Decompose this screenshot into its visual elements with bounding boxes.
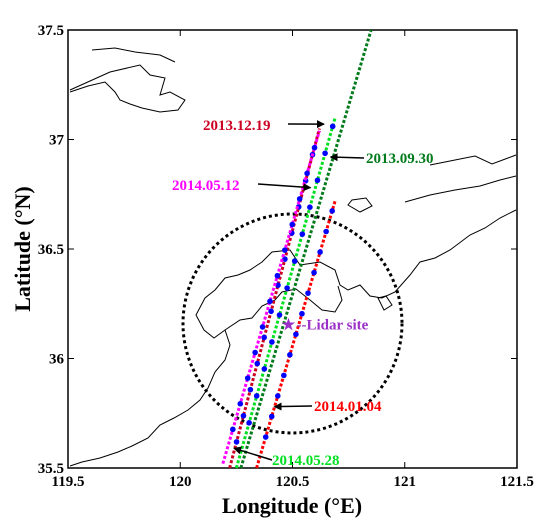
y-tick-labels: 35.5 36 36.5 37 37.5 xyxy=(38,23,65,477)
axis-ticks xyxy=(67,29,518,469)
annotation-arrow xyxy=(329,153,365,162)
track-point xyxy=(247,386,254,393)
y-tick-label: 37.5 xyxy=(38,23,64,39)
annotation-2014-05-12: 2014.05.12 xyxy=(172,178,240,194)
track-point xyxy=(276,312,283,318)
track-point xyxy=(240,412,247,419)
track-point xyxy=(323,228,329,235)
lidar-site-label: --Lidar site xyxy=(297,317,369,333)
y-axis-label: Latitude (°N) xyxy=(10,186,35,312)
track-point xyxy=(252,349,258,356)
track-point xyxy=(311,269,317,276)
annotation-2014-01-04: 2014.01.04 xyxy=(314,399,382,415)
track-point xyxy=(269,339,275,345)
track-point xyxy=(244,375,251,381)
track-point xyxy=(254,360,261,367)
track-point xyxy=(289,221,296,228)
x-tick-label: 119.5 xyxy=(52,474,85,490)
track-point xyxy=(314,177,321,184)
track-point xyxy=(299,231,306,237)
track-line xyxy=(234,117,337,469)
track-point xyxy=(311,144,318,151)
track-point xyxy=(253,393,260,399)
track-line xyxy=(221,130,321,465)
annotation-2013-12-19: 2013.12.19 xyxy=(203,118,271,134)
track-point xyxy=(268,413,275,420)
track-point xyxy=(262,434,269,440)
track-point xyxy=(282,256,288,262)
track-point xyxy=(307,204,313,210)
track-point xyxy=(317,249,323,255)
track-point xyxy=(281,372,287,379)
y-tick-label: 36.5 xyxy=(38,242,64,258)
track-point xyxy=(246,420,252,426)
track-point xyxy=(284,285,290,291)
track-point xyxy=(267,298,273,305)
annotation-2013-09-30: 2013.09.30 xyxy=(366,151,434,167)
track-point xyxy=(304,170,310,177)
track-point xyxy=(282,247,288,253)
annotation-arrow xyxy=(273,402,313,411)
track-point xyxy=(287,352,293,358)
x-axis-label: Longitude (°E) xyxy=(222,493,362,518)
track-point xyxy=(299,310,305,317)
lidar-site-marker: ★ --Lidar site xyxy=(282,317,369,333)
track-point xyxy=(296,196,303,202)
annotation-arrows xyxy=(233,120,365,461)
track-point xyxy=(261,366,268,372)
x-tick-labels: 119.5 120 120.5 121 121.5 xyxy=(52,474,534,490)
track-point xyxy=(230,426,236,433)
track-point xyxy=(293,331,299,338)
lidar-star-icon: ★ xyxy=(282,317,296,333)
track-point xyxy=(233,439,240,445)
track-point xyxy=(329,208,335,214)
track-point xyxy=(291,258,298,264)
annotation-arrow xyxy=(257,183,312,192)
track-point xyxy=(261,334,267,341)
track-point xyxy=(274,272,281,279)
y-tick-label: 36 xyxy=(49,352,65,368)
range-circle xyxy=(181,212,404,435)
plot-frame xyxy=(67,29,518,469)
track-point xyxy=(305,290,311,296)
coastline xyxy=(69,47,517,467)
x-tick-label: 121.5 xyxy=(500,474,534,490)
x-tick-label: 120.5 xyxy=(276,474,310,490)
track-annotations: 2013.12.19 2013.09.30 2014.05.12 2014.01… xyxy=(172,118,434,469)
track-point xyxy=(268,308,274,315)
x-tick-label: 120 xyxy=(169,474,192,490)
y-tick-label: 37 xyxy=(49,133,65,149)
track-point xyxy=(237,400,244,407)
annotation-2014-05-28: 2014.05.28 xyxy=(272,453,340,469)
track-point xyxy=(329,123,336,130)
track-line xyxy=(239,29,373,469)
track-point xyxy=(274,393,281,399)
x-tick-label: 121 xyxy=(394,474,417,490)
y-tick-label: 35.5 xyxy=(38,461,64,477)
annotation-arrow xyxy=(233,446,273,461)
track-point xyxy=(322,150,328,157)
track-point xyxy=(259,324,266,330)
track-line xyxy=(255,200,337,469)
